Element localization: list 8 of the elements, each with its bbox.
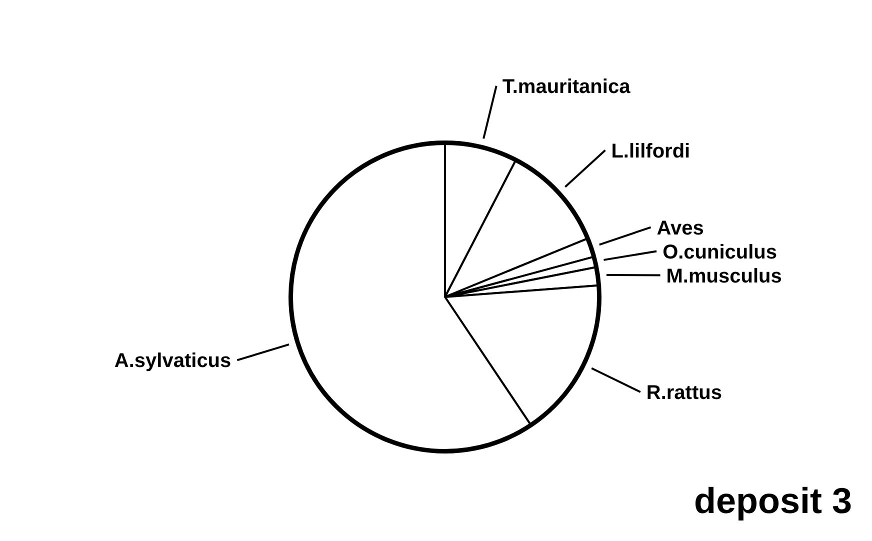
slice-label: L.lilfordi <box>611 140 690 162</box>
slice-label: R.rattus <box>646 382 722 404</box>
slice-label: A.sylvaticus <box>114 350 232 372</box>
text: deposit 3 <box>694 480 852 521</box>
slice-label: O.cuniculus <box>662 241 778 264</box>
slice-label: T.mauritanica <box>502 76 632 98</box>
slice-label: M.musculus <box>666 265 782 288</box>
slice-label: Aves <box>656 217 704 240</box>
